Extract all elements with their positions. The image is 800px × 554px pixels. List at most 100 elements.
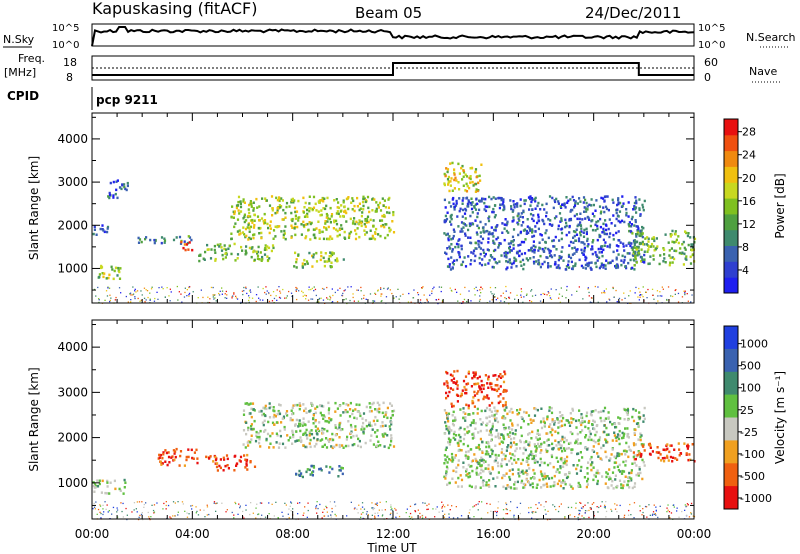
echo-cell — [454, 418, 457, 422]
echo-cell — [384, 236, 387, 240]
echo-cell — [596, 227, 599, 231]
echo-cell — [576, 432, 579, 436]
echo-cell — [611, 198, 614, 202]
echo-cell — [537, 249, 540, 252]
speckle-cell — [270, 294, 272, 297]
echo-cell — [630, 471, 633, 475]
echo-cell — [669, 235, 672, 238]
speckle-cell — [143, 506, 145, 508]
echo-cell — [557, 227, 560, 231]
echo-cell — [605, 475, 608, 479]
echo-cell — [370, 409, 373, 413]
echo-cell — [664, 261, 667, 264]
speckle-cell — [496, 514, 498, 517]
echo-cell — [663, 456, 666, 460]
speckle-cell — [641, 514, 643, 516]
echo-cell — [222, 456, 225, 460]
echo-cell — [530, 421, 533, 424]
echo-cell — [624, 475, 627, 478]
speckle-cell — [241, 290, 244, 292]
echo-cell — [257, 245, 260, 249]
echo-cell — [452, 458, 455, 462]
echo-cell — [222, 257, 225, 261]
speckle-cell — [353, 300, 355, 302]
echo-cell — [554, 430, 557, 433]
speckle-cell — [598, 506, 600, 509]
echo-cell — [633, 485, 636, 488]
echo-cell — [282, 236, 285, 239]
echo-cell — [536, 429, 539, 432]
echo-cell — [495, 429, 498, 432]
echo-cell — [476, 460, 479, 464]
echo-cell — [578, 197, 581, 200]
echo-cell — [641, 242, 644, 246]
echo-cell — [239, 232, 242, 235]
speckle-cell — [604, 507, 606, 509]
echo-cell — [485, 423, 488, 427]
echo-cell — [499, 393, 502, 396]
echo-cell — [278, 204, 281, 207]
echo-cell — [319, 214, 322, 217]
echo-cell — [496, 378, 499, 381]
echo-cell — [687, 232, 690, 235]
echo-cell — [560, 419, 563, 423]
echo-cell — [474, 421, 477, 425]
echo-cell — [633, 246, 636, 249]
echo-cell — [455, 202, 458, 205]
echo-cell — [283, 229, 286, 233]
echo-cell — [447, 183, 450, 186]
echo-cell — [363, 197, 366, 200]
echo-cell — [641, 206, 645, 209]
speckle-cell — [207, 296, 209, 298]
echo-cell — [250, 423, 253, 426]
echo-cell — [327, 408, 330, 412]
speckle-cell — [419, 512, 421, 515]
echo-cell — [616, 452, 619, 455]
speckle-cell — [134, 297, 136, 300]
speckle-cell — [196, 510, 198, 513]
echo-cell — [311, 403, 314, 407]
echo-cell — [325, 446, 329, 449]
echo-cell — [375, 435, 378, 438]
echo-cell — [569, 256, 573, 260]
echo-cell — [673, 448, 676, 451]
echo-cell — [468, 224, 472, 228]
echo-cell — [475, 459, 478, 463]
speckle-cell — [642, 511, 644, 514]
echo-cell — [605, 426, 608, 430]
echo-cell — [466, 184, 469, 188]
echo-cell — [589, 458, 592, 461]
echo-cell — [691, 443, 694, 446]
echo-cell — [269, 220, 272, 223]
speckle-cell — [97, 508, 100, 511]
speckle-cell — [177, 511, 179, 513]
echo-cell — [374, 232, 377, 235]
echo-cell — [497, 436, 500, 440]
echo-cell — [451, 460, 454, 463]
echo-cell — [628, 479, 631, 482]
echo-cell — [310, 464, 313, 468]
speckle-cell — [479, 289, 481, 291]
speckle-cell — [334, 505, 337, 507]
echo-cell — [515, 461, 518, 464]
echo-cell — [336, 407, 339, 410]
echo-cell — [683, 252, 686, 256]
y-tick-label: 1000 — [57, 476, 88, 490]
speckle-cell — [427, 508, 429, 510]
echo-cell — [112, 196, 115, 199]
speckle-cell — [520, 294, 522, 296]
speckle-cell — [126, 518, 128, 521]
echo-cell — [594, 229, 597, 232]
echo-cell — [379, 425, 382, 428]
echo-cell — [456, 394, 459, 397]
echo-cell — [253, 419, 256, 423]
speckle-cell — [330, 514, 332, 516]
speckle-cell — [612, 287, 614, 290]
echo-cell — [543, 441, 546, 444]
speckle-cell — [502, 509, 505, 511]
echo-cell — [472, 421, 475, 425]
speckle-cell — [165, 508, 167, 510]
echo-cell — [358, 235, 361, 239]
echo-cell — [602, 197, 605, 200]
echo-cell — [443, 172, 446, 176]
